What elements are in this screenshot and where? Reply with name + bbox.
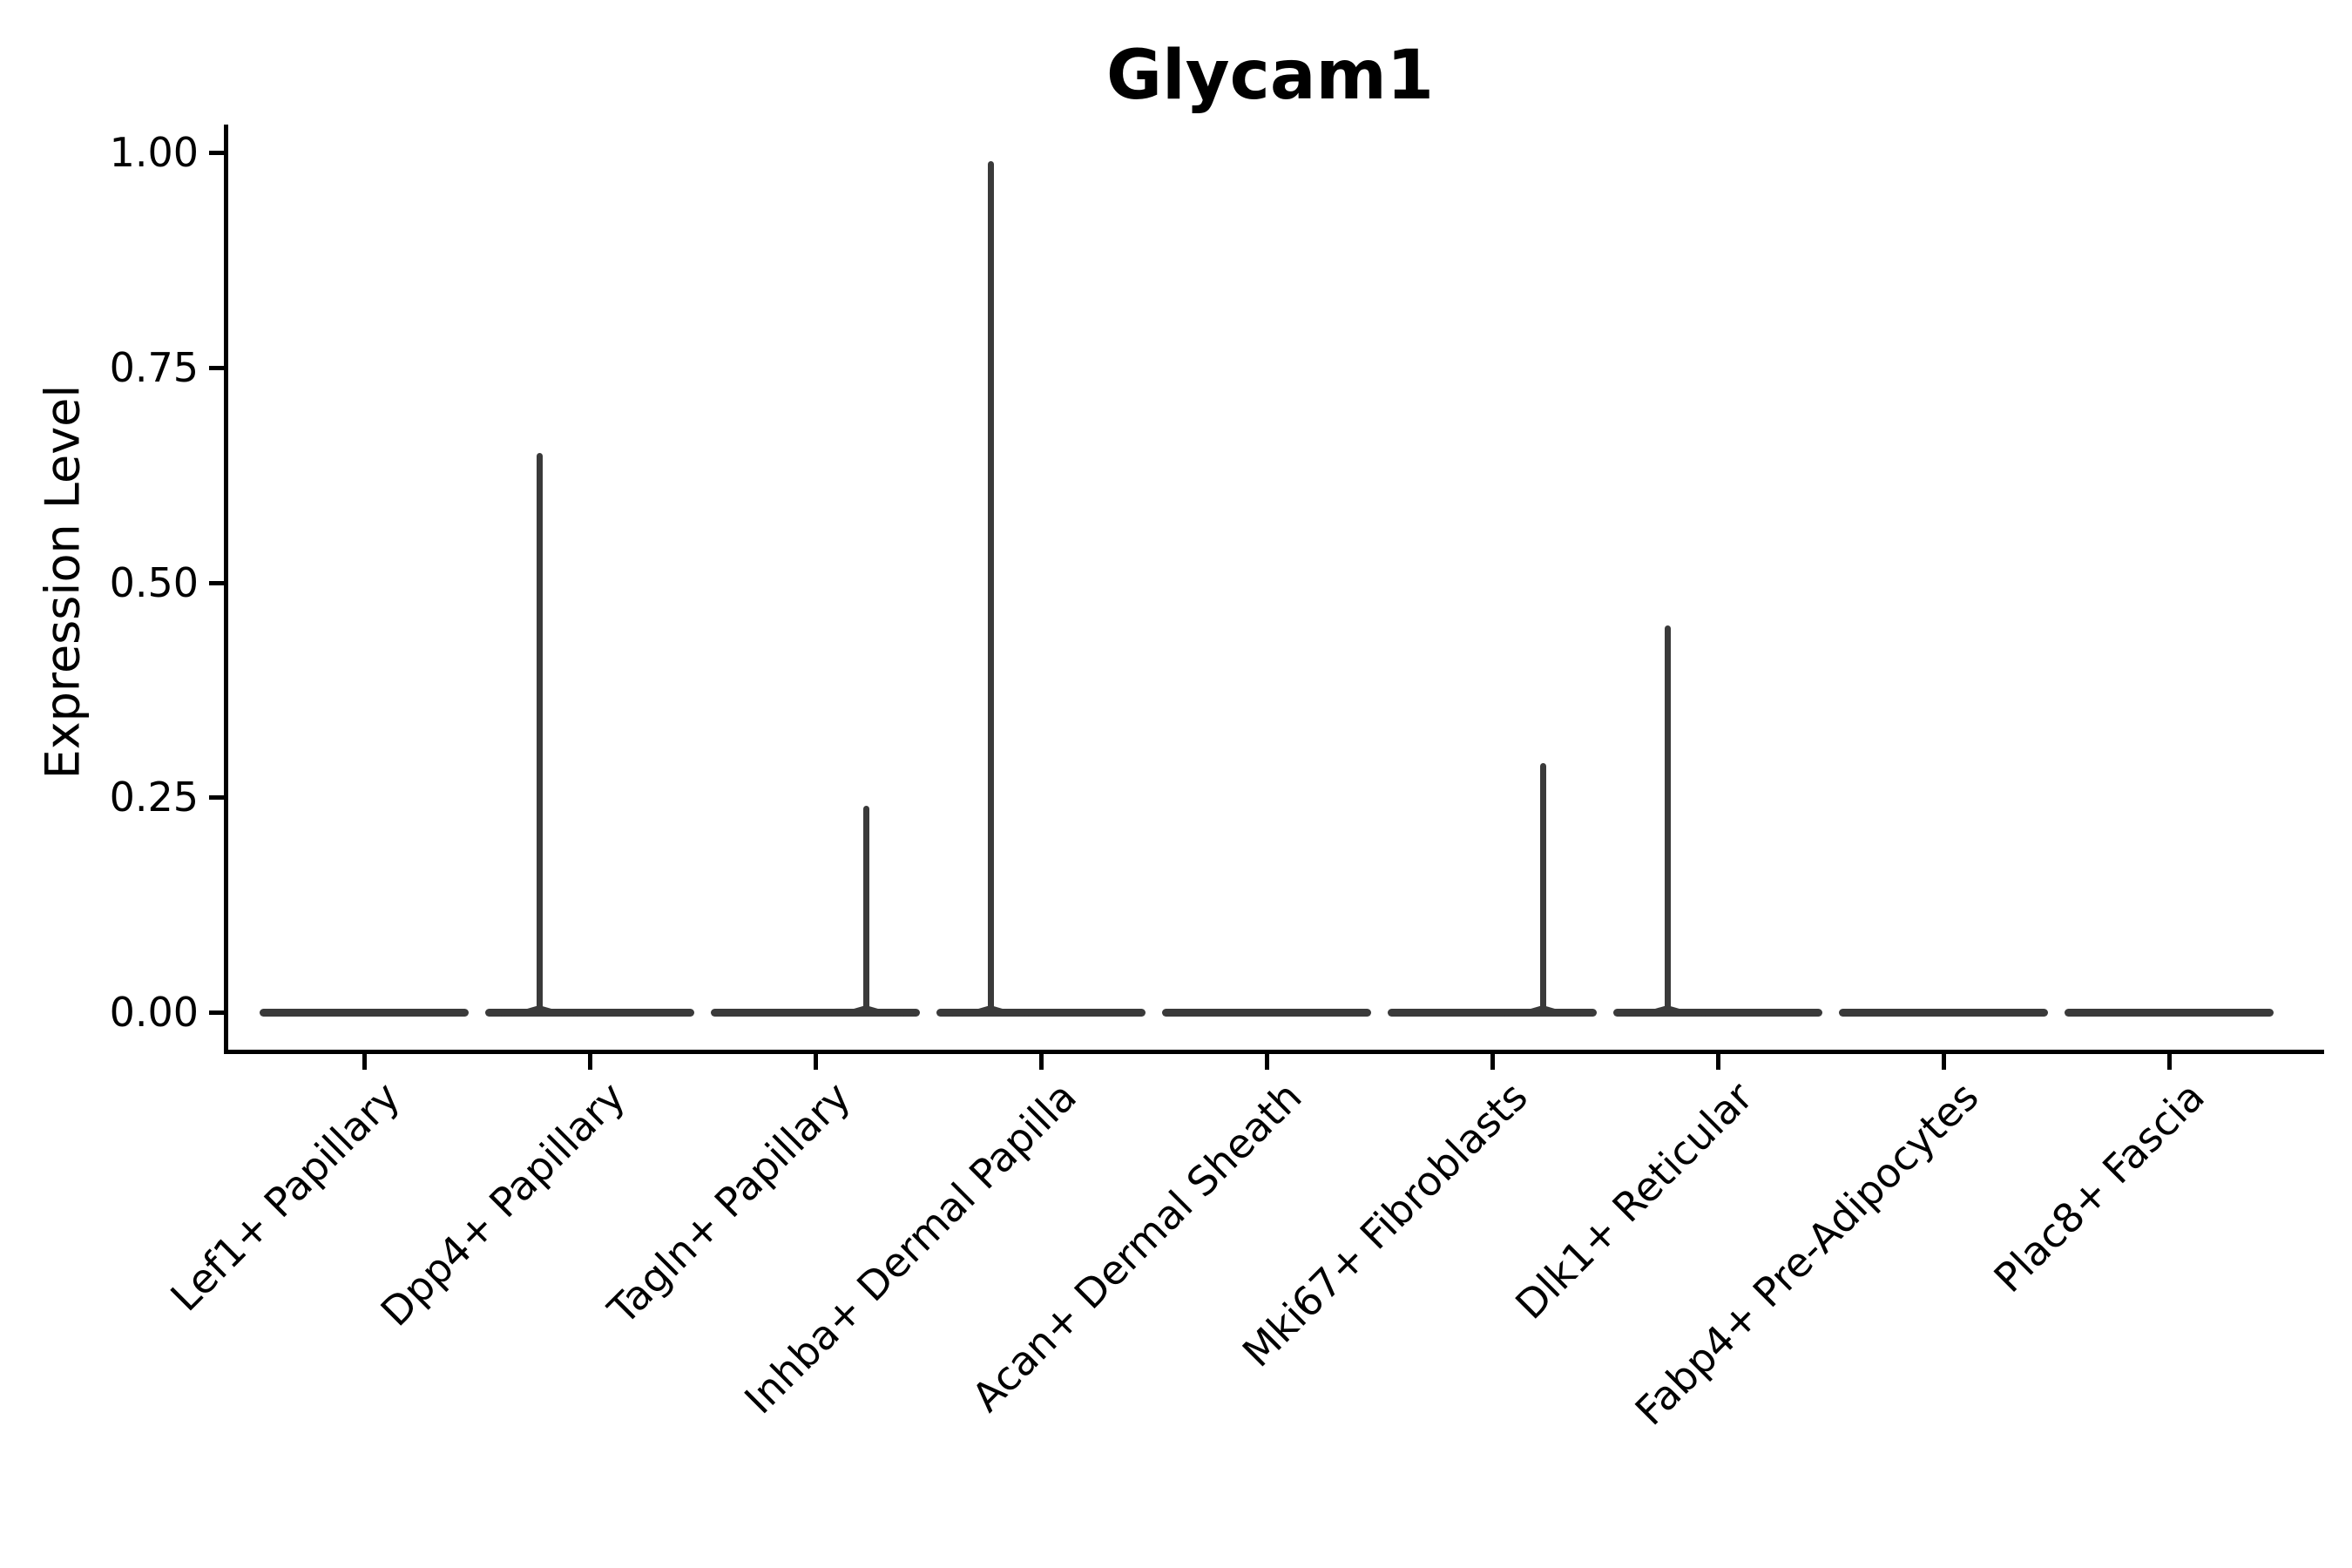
violin-body <box>260 1009 469 1017</box>
y-tick-label: 0.00 <box>109 989 199 1036</box>
x-tick <box>1265 1054 1269 1070</box>
violin-body <box>711 1009 920 1017</box>
y-tick-label: 0.75 <box>109 343 199 391</box>
x-tick <box>1942 1054 1946 1070</box>
x-tick <box>1716 1054 1720 1070</box>
y-tick <box>209 795 224 801</box>
x-tick <box>1039 1054 1044 1070</box>
violin-body <box>485 1009 694 1017</box>
x-tick <box>588 1054 592 1070</box>
violin-body <box>1388 1009 1597 1017</box>
x-tick-label: Lef1+ Papillary <box>160 1072 409 1321</box>
y-tick <box>209 365 224 370</box>
violin-spike <box>988 161 994 1012</box>
violin-body <box>936 1009 1146 1017</box>
y-tick-label: 1.00 <box>109 129 199 176</box>
violin-spike <box>537 453 543 1012</box>
x-tick <box>2167 1054 2172 1070</box>
chart-title: Glycam1 <box>1105 37 1435 115</box>
violin-spike <box>863 806 869 1012</box>
y-tick <box>209 151 224 155</box>
y-tick-label: 0.25 <box>109 774 199 821</box>
x-tick-label: Dpp4+ Papillary <box>371 1072 634 1335</box>
x-tick-label: Plac8+ Fascia <box>1984 1072 2213 1301</box>
x-tick-label: Tagln+ Papillary <box>598 1072 860 1334</box>
y-tick <box>209 580 224 585</box>
x-tick <box>1490 1054 1495 1070</box>
violin-body <box>1162 1009 1371 1017</box>
x-tick-label: Dlk1+ Reticular <box>1506 1072 1762 1328</box>
x-tick <box>362 1054 367 1070</box>
x-axis-spine <box>224 1050 2324 1054</box>
violin-body <box>1613 1009 1822 1017</box>
y-tick-label: 0.50 <box>109 558 199 606</box>
y-axis-spine <box>224 125 228 1054</box>
violin-spike <box>1665 625 1671 1012</box>
violin-spike <box>1540 763 1546 1012</box>
x-tick <box>814 1054 818 1070</box>
violin-body <box>1839 1009 2048 1017</box>
violin-body <box>2065 1009 2274 1017</box>
y-tick <box>209 1010 224 1015</box>
